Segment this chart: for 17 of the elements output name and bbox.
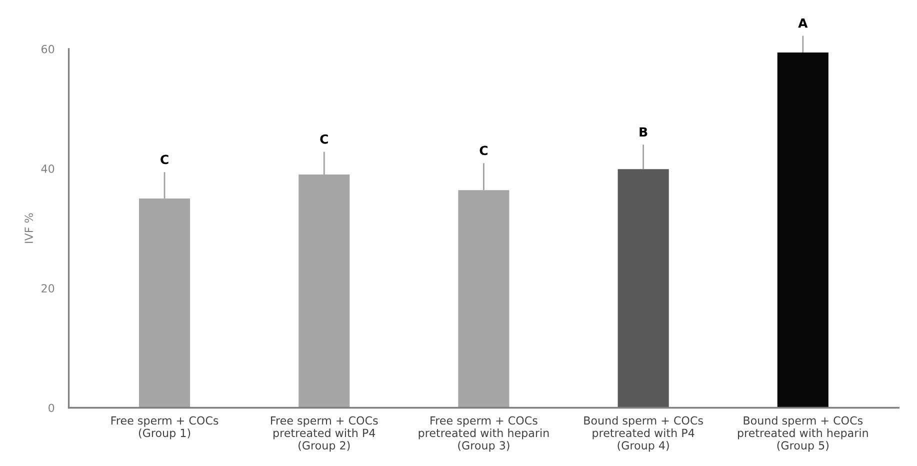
annotation: B <box>640 127 648 136</box>
x-tick-label: Bound sperm + COCs pretreated with P4 (Group 4) <box>584 416 703 452</box>
x-tick-label: Bound sperm + COCs pretreated with heparin (Group 5) <box>738 416 868 452</box>
y-axis-title: IVF % <box>24 213 34 243</box>
annotation: C <box>320 134 328 144</box>
annotation: A <box>798 18 808 28</box>
x-tick-label: Free sperm + COCs (Group 1) <box>111 416 218 440</box>
y-tick-label: 0 <box>48 404 54 412</box>
bar <box>777 52 828 408</box>
y-tick-label: 20 <box>42 284 54 293</box>
annotation: C <box>160 154 168 164</box>
x-tick-label: Free sperm + COCs pretreated with P4 (Group 2) <box>271 416 378 452</box>
y-tick-label: 60 <box>42 44 54 54</box>
y-tick-label: 40 <box>41 164 54 173</box>
bar <box>618 169 669 408</box>
x-tick-label: Free sperm + COCs pretreated with heparin (Group 3) <box>418 416 549 452</box>
annotation: C <box>480 146 488 156</box>
